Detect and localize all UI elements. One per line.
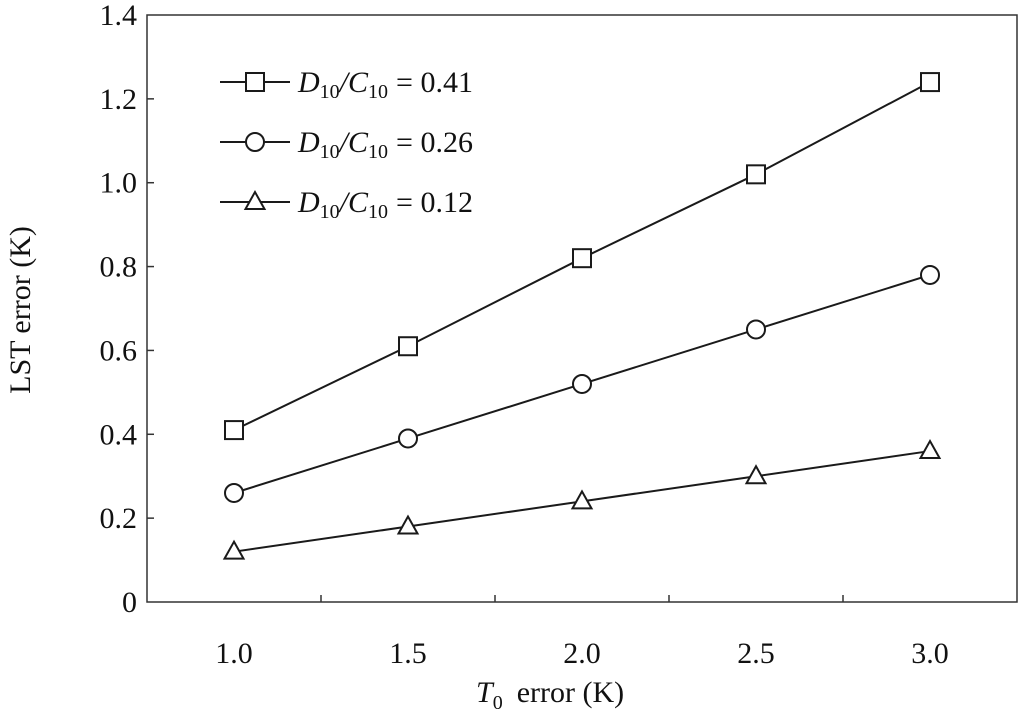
legend-marker-square [245, 72, 265, 92]
data-point-square [572, 248, 592, 269]
series-layer [222, 72, 942, 560]
x-axis-title-subscript: 0 [493, 692, 503, 714]
legend-marker-triangle [243, 189, 267, 210]
x-tick-label: 2.0 [563, 637, 601, 670]
x-tick-label: 2.5 [737, 637, 775, 670]
legend: D10/C10 = 0.41 D10/C10 = 0.26 D10/C10 = 0.12 [220, 66, 473, 223]
y-tick-label: 0.2 [100, 502, 138, 535]
legend-label: D10/C10 = 0.12 [297, 186, 473, 223]
legend-entry-square: D10/C10 = 0.41 [220, 66, 473, 103]
data-point-square [746, 164, 766, 185]
data-point-circle [398, 428, 418, 449]
data-point-circle [746, 319, 766, 340]
data-point-triangle [222, 539, 246, 560]
data-point-circle [920, 264, 940, 285]
data-point-circle [572, 373, 592, 394]
data-point-triangle [570, 489, 594, 510]
y-axis-ticks: 0 0.2 0.4 0.6 0.8 1.0 1.2 1.4 [100, 0, 154, 619]
legend-entry-triangle: D10/C10 = 0.12 [220, 186, 473, 223]
data-point-square [224, 420, 244, 441]
data-point-triangle [396, 514, 420, 535]
plot-area [146, 14, 1018, 603]
x-tick-label: 3.0 [911, 637, 949, 670]
data-point-triangle [744, 464, 768, 485]
y-tick-label: 1.0 [100, 167, 138, 200]
data-point-triangle [918, 439, 942, 460]
y-tick-label: 1.4 [100, 0, 138, 32]
data-point-square [920, 72, 940, 93]
legend-label: D10/C10 = 0.41 [297, 66, 473, 103]
y-tick-label: 0 [122, 586, 137, 619]
legend-label: D10/C10 = 0.26 [297, 126, 473, 163]
y-tick-label: 0.6 [100, 334, 138, 367]
data-point-square [398, 336, 418, 357]
data-point-circle [224, 482, 244, 503]
legend-marker-circle [245, 132, 265, 152]
x-axis-title: T0 error (K) [476, 676, 624, 714]
x-tick-label: 1.5 [389, 637, 427, 670]
y-tick-label: 0.8 [100, 251, 138, 284]
x-axis-title-text: error (K) [517, 676, 624, 709]
x-axis-ticks: 1.0 1.5 2.0 2.5 3.0 [215, 595, 949, 670]
legend-entry-circle: D10/C10 = 0.26 [220, 126, 473, 163]
x-tick-label: 1.0 [215, 637, 253, 670]
x-axis-title-symbol: T [476, 676, 495, 709]
y-axis-title: LST error (K) [4, 226, 37, 394]
y-tick-label: 1.2 [100, 83, 138, 116]
y-tick-label: 0.4 [100, 418, 138, 451]
